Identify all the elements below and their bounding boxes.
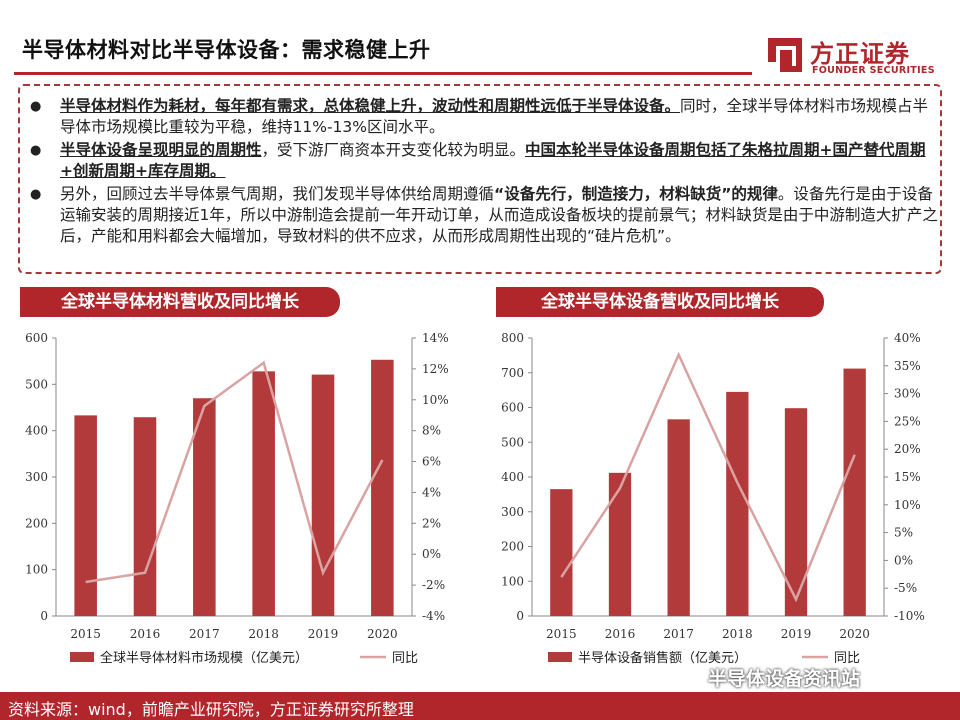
y-left-tick-label: 0 — [516, 609, 524, 623]
y-left-tick-label: 100 — [501, 574, 524, 588]
bullet-2-bold: 半导体设备呈现明显的周期性 — [60, 141, 262, 159]
bar — [133, 417, 157, 616]
y-left-tick-label: 400 — [25, 424, 48, 438]
y-left-tick-label: 100 — [25, 563, 48, 577]
y-left-tick-label: 600 — [501, 401, 524, 415]
y-right-tick-label: 2% — [422, 516, 441, 530]
y-right-tick-label: -4% — [422, 609, 445, 623]
summary-box: ● 半导体材料作为耗材，每年都有需求，总体稳健上升，波动性和周期性远低于半导体设… — [18, 84, 942, 274]
y-left-tick-label: 500 — [25, 377, 48, 391]
bar — [608, 472, 632, 616]
bullet-3-bold: “设备先行，制造接力，材料缺货”的规律 — [494, 185, 778, 203]
legend-line-label: 同比 — [392, 651, 418, 666]
x-tick-label: 2019 — [781, 627, 812, 641]
bar — [726, 391, 749, 616]
y-right-tick-label: 25% — [894, 414, 921, 428]
x-tick-label: 2018 — [722, 627, 753, 641]
bar — [784, 408, 808, 616]
legend-bar-swatch — [70, 652, 94, 662]
x-tick-label: 2019 — [308, 627, 339, 641]
x-tick-label: 2017 — [663, 627, 694, 641]
bar — [74, 415, 97, 616]
y-right-tick-label: 10% — [894, 498, 921, 512]
legend-line-label: 同比 — [834, 651, 860, 666]
bar — [252, 371, 275, 616]
y-right-tick-label: 0% — [894, 553, 913, 567]
wechat-icon — [678, 665, 704, 686]
y-right-tick-label: 4% — [422, 485, 441, 499]
y-left-tick-label: 500 — [501, 435, 524, 449]
x-tick-label: 2018 — [248, 627, 279, 641]
footer-bar — [0, 692, 960, 720]
y-left-tick-label: 700 — [501, 366, 524, 380]
x-tick-label: 2016 — [130, 627, 161, 641]
y-left-tick-label: 300 — [25, 470, 48, 484]
bar — [843, 368, 866, 616]
bullet-dot-icon: ● — [30, 187, 42, 202]
y-left-tick-label: 300 — [501, 505, 524, 519]
y-right-tick-label: 14% — [422, 331, 449, 345]
legend-bar-label: 半导体设备销售额（亿美元） — [578, 650, 747, 666]
bullet-2-mid: ，受下游厂商资本开支变化较为明显。 — [261, 141, 526, 159]
y-left-tick-label: 200 — [501, 540, 524, 554]
y-right-tick-label: 15% — [894, 470, 921, 484]
y-right-tick-label: 20% — [894, 442, 921, 456]
logo-text-cn: 方正证券 — [810, 40, 910, 68]
y-right-tick-label: -5% — [894, 581, 917, 595]
bar — [371, 359, 394, 616]
bullet-2-bold2: 中国本轮半导体设备周期包括了朱格拉周期+国产替代周期+创新周期+库存周期。 — [60, 141, 926, 180]
bullet-3-rest: 。设备先行是由于设备运输安装的周期接近1年，所以中游制造会提前一年开动订单，从而… — [60, 185, 938, 245]
bar — [311, 374, 335, 616]
x-tick-label: 2020 — [839, 627, 870, 641]
y-right-tick-label: 8% — [422, 424, 441, 438]
bullet-dot-icon: ● — [30, 99, 42, 114]
founder-logo-icon — [768, 38, 802, 72]
watermark-text: 半导体设备资讯站 — [708, 668, 861, 690]
y-left-tick-label: 0 — [40, 609, 48, 623]
bar — [667, 419, 690, 616]
logo-text-en: FOUNDER SECURITIES — [812, 65, 935, 76]
yoy-line — [85, 360, 384, 584]
yoy-line — [560, 351, 856, 603]
x-tick-label: 2020 — [367, 627, 398, 641]
bullet-3-a: 另外，回顾过去半导体景气周期，我们发现半导体供给周期遵循 — [60, 185, 495, 203]
y-right-tick-label: 35% — [894, 359, 921, 373]
y-right-tick-label: 40% — [894, 331, 921, 345]
y-left-tick-label: 400 — [501, 470, 524, 484]
x-tick-label: 2015 — [70, 627, 101, 641]
x-tick-label: 2015 — [546, 627, 577, 641]
company-logo: 方正证券 FOUNDER SECURITIES — [766, 34, 936, 80]
bullet-dot-icon: ● — [30, 143, 42, 158]
page-title: 半导体材料对比半导体设备：需求稳健上升 — [22, 38, 431, 62]
y-right-tick-label: -2% — [422, 578, 445, 592]
y-right-tick-label: 6% — [422, 455, 441, 469]
y-left-tick-label: 600 — [25, 331, 48, 345]
chart-1-title: 全球半导体材料营收及同比增长 — [20, 287, 340, 317]
y-right-tick-label: 12% — [422, 362, 449, 376]
bullet-1-rest: 同时，全球半导体材料市场规模占半导体市场规模比重较为平稳，维持11%-13%区间… — [60, 97, 929, 136]
bullet-1-bold: 半导体材料作为耗材，每年都有需求，总体稳健上升，波动性和周期性远低于半导体设备。 — [60, 97, 681, 115]
x-tick-label: 2017 — [189, 627, 220, 641]
legend-bar-label: 全球半导体材料市场规模（亿美元） — [100, 650, 308, 666]
y-right-tick-label: 30% — [894, 387, 921, 401]
y-right-tick-label: 0% — [422, 547, 441, 561]
y-left-tick-label: 200 — [25, 516, 48, 530]
y-right-tick-label: 10% — [422, 393, 449, 407]
y-right-tick-label: 5% — [894, 526, 913, 540]
x-tick-label: 2016 — [605, 627, 636, 641]
y-right-tick-label: -10% — [894, 609, 925, 623]
y-left-tick-label: 800 — [501, 331, 524, 345]
title-divider — [14, 72, 752, 75]
chart-2-title: 全球半导体设备营收及同比增长 — [496, 287, 824, 317]
source-note: 资料来源：wind，前瞻产业研究院，方正证券研究所整理 — [8, 700, 414, 719]
legend-bar-swatch — [548, 652, 572, 662]
bar — [193, 398, 216, 616]
bar — [550, 489, 573, 616]
